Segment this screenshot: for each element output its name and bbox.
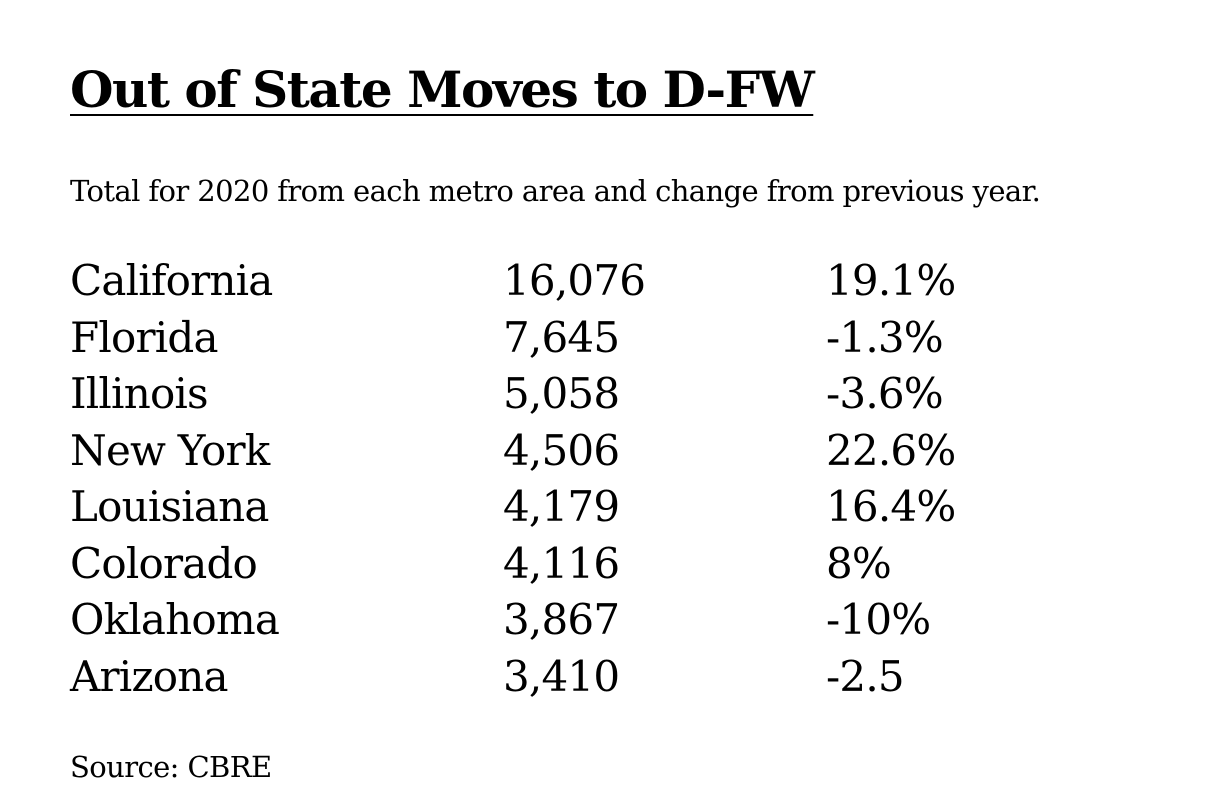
moves-table: California 16,076 19.1% Florida 7,645 -1… [70, 253, 1070, 705]
change-cell: -1.3% [826, 312, 944, 362]
moves-cell: 4,506 [503, 425, 620, 475]
change-cell: -2.5 [826, 651, 905, 701]
table-row: Illinois 5,058 -3.6% [70, 366, 1070, 423]
change-cell: 22.6% [826, 425, 956, 475]
state-cell: Arizona [70, 651, 229, 701]
change-cell: 16.4% [826, 482, 956, 531]
state-cell: Florida [70, 312, 219, 362]
moves-cell: 4,116 [503, 538, 620, 588]
moves-cell: 3,867 [503, 595, 620, 644]
change-cell: -10% [826, 595, 931, 644]
moves-cell: 7,645 [503, 312, 620, 362]
page-title: Out of State Moves to D-FW [70, 60, 815, 119]
table-row: Colorado 4,116 8% [70, 536, 1070, 593]
moves-cell: 5,058 [503, 369, 620, 418]
state-cell: California [70, 256, 273, 305]
table-row: California 16,076 19.1% [70, 253, 1070, 310]
change-cell: 8% [826, 538, 892, 588]
page-subtitle: Total for 2020 from each metro area and … [70, 174, 1041, 208]
state-cell: Illinois [70, 369, 209, 418]
table-row: Oklahoma 3,867 -10% [70, 592, 1070, 649]
moves-cell: 16,076 [503, 256, 646, 305]
table-row: Florida 7,645 -1.3% [70, 310, 1070, 367]
state-cell: New York [70, 425, 270, 475]
table-row: Louisiana 4,179 16.4% [70, 479, 1070, 536]
change-cell: 19.1% [826, 256, 956, 305]
state-cell: Oklahoma [70, 595, 280, 644]
table-row: New York 4,506 22.6% [70, 423, 1070, 480]
state-cell: Louisiana [70, 482, 269, 531]
moves-cell: 4,179 [503, 482, 620, 531]
source-note: Source: CBRE [70, 750, 272, 784]
change-cell: -3.6% [826, 369, 944, 418]
moves-cell: 3,410 [503, 651, 620, 701]
state-cell: Colorado [70, 538, 258, 588]
table-row: Arizona 3,410 -2.5 [70, 649, 1070, 706]
